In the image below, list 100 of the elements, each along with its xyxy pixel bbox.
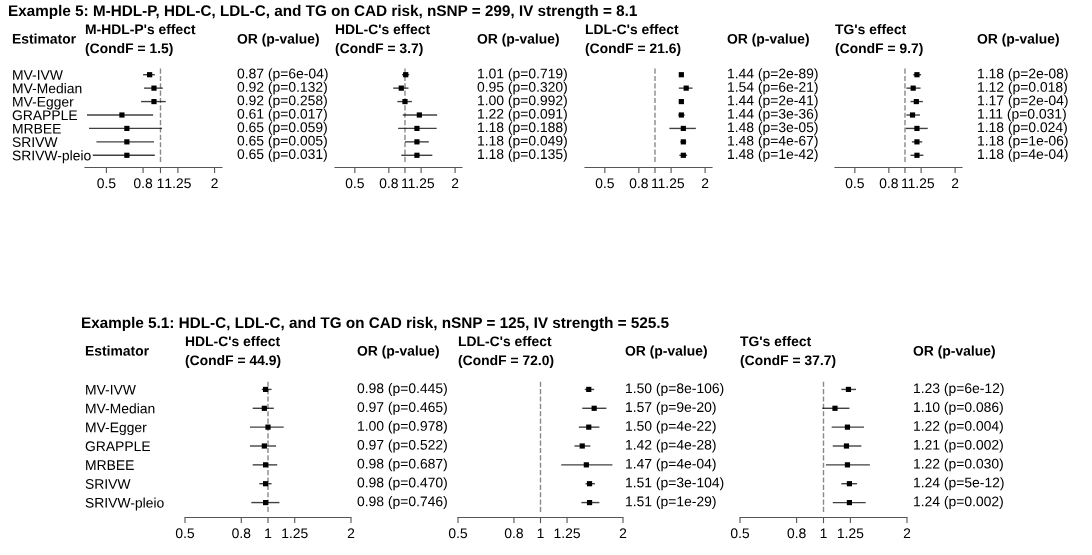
data-label: 0.92 (p=0.132) xyxy=(237,81,327,95)
data-label: 1.21 (p=0.002) xyxy=(914,439,1003,453)
text: OR (p-value) xyxy=(237,33,319,47)
data-label: 1.57 (p=9e-20) xyxy=(626,401,716,415)
data-label: 1.18 (p=0.049) xyxy=(478,135,567,149)
data-label: 1.11 (p=0.031) xyxy=(978,108,1066,122)
x-tick-label: 0.5 xyxy=(595,178,614,189)
x-tick-label: 2 xyxy=(347,528,355,539)
data-label: 1.50 (p=4e-22) xyxy=(626,420,716,434)
data-label: 1.00 (p=0.992) xyxy=(478,95,567,109)
chart-title: LDL-C's effect (CondF = 21.6) xyxy=(585,24,681,56)
data-label: 0.97 (p=0.465) xyxy=(357,401,447,415)
x-tick-label: 0.5 xyxy=(448,528,468,539)
y-tick-label: MV-Egger xyxy=(86,422,147,436)
data-label: 0.65 (p=0.059) xyxy=(237,121,327,135)
x-tick-label: 0.8 xyxy=(133,178,153,189)
x-tick-label: 1.25 xyxy=(408,178,435,189)
data-label: 1.18 (p=1e-06) xyxy=(978,135,1068,149)
text: Estimator xyxy=(85,345,149,356)
data-label: 1.44 (p=2e-41) xyxy=(728,95,818,109)
text: Estimator xyxy=(12,33,76,44)
chart-title: HDL-C's effect (CondF = 44.9) xyxy=(185,336,281,368)
x-tick-label: 1 xyxy=(402,178,409,189)
x-tick-label: 1 xyxy=(537,528,544,539)
text: OR (p-value) xyxy=(977,33,1059,47)
data-label: 1.22 (p=0.030) xyxy=(914,458,1003,472)
y-tick-label: MV-IVW xyxy=(86,384,136,395)
x-tick-label: 0.8 xyxy=(232,528,251,539)
text: OR (p-value) xyxy=(357,345,439,359)
data-label: 1.18 (p=0.024) xyxy=(978,121,1067,135)
x-tick-label: 1.25 xyxy=(282,528,308,539)
y-tick-label: MV-Median xyxy=(86,403,155,414)
data-label: 1.24 (p=5e-12) xyxy=(914,477,1004,491)
y-tick-label: SRIVW-pleio xyxy=(85,497,164,511)
x-tick-label: 2 xyxy=(951,178,959,189)
y-tick-label: MV-IVW xyxy=(13,70,63,80)
text: OR (p-value) xyxy=(625,345,707,359)
x-tick-label: 1 xyxy=(265,528,272,539)
x-tick-label: 0.5 xyxy=(845,178,864,189)
chart-title: TG's effect (CondF = 37.7) xyxy=(740,336,836,368)
text: OR (p-value) xyxy=(727,33,809,47)
text: OR (p-value) xyxy=(913,345,995,359)
data-label: 1.18 (p=2e-08) xyxy=(978,68,1068,82)
data-label: 1.48 (p=1e-42) xyxy=(728,148,818,162)
data-label: 1.00 (p=0.978) xyxy=(358,420,447,434)
data-label: 0.95 (p=0.320) xyxy=(477,81,567,95)
data-label: 1.54 (p=6e-21) xyxy=(728,81,818,95)
x-tick-label: 0.8 xyxy=(879,178,898,189)
y-tick-label: MV-Egger xyxy=(13,97,74,110)
data-label: 1.51 (p=1e-29) xyxy=(626,496,716,510)
x-tick-label: 0.8 xyxy=(504,528,523,539)
data-label: 1.24 (p=0.002) xyxy=(914,496,1003,510)
x-tick-label: 2 xyxy=(701,178,709,189)
data-label: 1.47 (p=4e-04) xyxy=(626,458,716,472)
y-tick-label: MRBEE xyxy=(13,123,61,134)
data-label: 1.51 (p=3e-104) xyxy=(626,477,724,491)
data-label: 0.97 (p=0.522) xyxy=(357,439,447,453)
x-tick-label: 0.5 xyxy=(730,528,750,539)
y-tick-label: SRIVW-pleio xyxy=(12,150,91,164)
data-label: 1.10 (p=0.086) xyxy=(914,401,1003,415)
chart-title: TG's effect (CondF = 9.7) xyxy=(835,24,923,56)
x-tick-label: 0.5 xyxy=(175,528,195,539)
x-tick-label: 1 xyxy=(157,178,164,189)
data-label: 1.48 (p=3e-05) xyxy=(728,121,818,135)
x-tick-label: 0.5 xyxy=(97,178,116,189)
chart-title: LDL-C's effect (CondF = 72.0) xyxy=(458,336,554,368)
x-tick-label: 0.8 xyxy=(379,178,398,189)
data-label: 1.12 (p=0.018) xyxy=(978,81,1067,95)
x-tick-label: 2 xyxy=(903,528,911,539)
data-label: 1.18 (p=0.188) xyxy=(478,121,567,135)
data-label: 1.23 (p=6e-12) xyxy=(914,382,1004,396)
y-tick-label: GRAPPLE xyxy=(85,441,151,452)
y-tick-label: MRBEE xyxy=(86,460,134,470)
chart-title: M-HDL-P's effect (CondF = 1.5) xyxy=(85,24,196,56)
text: Example 5.1: HDL-C, LDL-C, and TG on CAD risk, nSNP = 125, IV strength = 525.5 xyxy=(82,316,669,332)
x-tick-label: 1.25 xyxy=(908,178,935,189)
data-label: 0.92 (p=0.258) xyxy=(237,95,327,109)
data-label: 0.98 (p=0.445) xyxy=(357,382,447,396)
x-tick-label: 1.25 xyxy=(837,528,864,539)
y-tick-label: GRAPPLE xyxy=(12,110,78,121)
text: Example 5: M-HDL-P, HDL-C, LDL-C, and TG on CAD risk, nSNP = 299, IV strength = 8.1 xyxy=(9,4,637,20)
data-label: 0.65 (p=0.005) xyxy=(237,135,327,149)
data-label: 1.22 (p=0.004) xyxy=(914,420,1003,434)
data-label: 0.98 (p=0.746) xyxy=(357,496,447,510)
data-label: 1.22 (p=0.091) xyxy=(478,108,567,122)
data-label: 0.98 (p=0.687) xyxy=(357,458,447,472)
x-tick-label: 1.25 xyxy=(165,178,191,189)
x-tick-label: 1.25 xyxy=(658,178,685,189)
text: OR (p-value) xyxy=(477,33,559,47)
y-tick-label: MV-Median xyxy=(13,83,82,94)
x-tick-label: 2 xyxy=(619,528,627,539)
x-tick-label: 2 xyxy=(451,178,459,189)
data-label: 1.44 (p=2e-89) xyxy=(728,68,818,82)
x-tick-label: 0.8 xyxy=(629,178,648,189)
data-label: 1.42 (p=4e-28) xyxy=(626,439,716,453)
x-tick-label: 2 xyxy=(211,178,218,189)
data-label: 1.44 (p=3e-36) xyxy=(728,108,818,122)
data-label: 0.87 (p=6e-04) xyxy=(237,68,328,82)
x-tick-label: 0.8 xyxy=(787,528,806,539)
x-tick-label: 1 xyxy=(902,178,909,189)
